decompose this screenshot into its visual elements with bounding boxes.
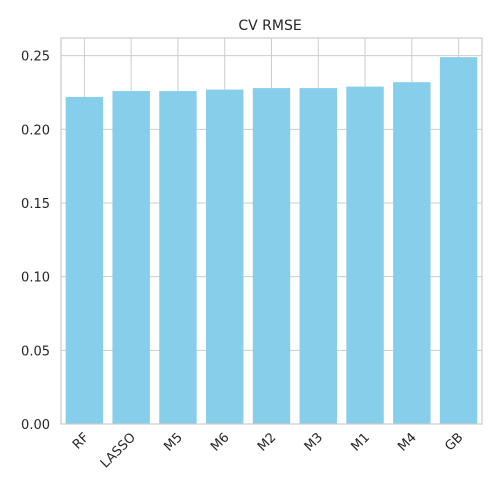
bars — [65, 57, 478, 425]
y-tick-label: 0.15 — [21, 197, 50, 212]
bar-m5 — [159, 91, 197, 424]
bar-m3 — [299, 88, 337, 424]
y-tick-label: 0.00 — [21, 418, 50, 433]
y-tick-label: 0.25 — [21, 50, 50, 65]
chart-title: CV RMSE — [238, 18, 301, 34]
y-tick-label: 0.10 — [21, 271, 50, 286]
y-tick-label: 0.20 — [21, 123, 50, 138]
bar-gb — [439, 57, 478, 424]
bar-m2 — [252, 88, 291, 424]
y-tick-labels: 0.00 0.05 0.10 0.15 0.20 0.25 — [21, 50, 50, 433]
bar-rf — [65, 96, 104, 424]
bar-m1 — [346, 86, 384, 425]
bar-m4 — [393, 82, 431, 424]
plot-frame — [60, 37, 483, 425]
bar-lasso — [112, 91, 150, 424]
y-tick-label: 0.05 — [21, 344, 50, 359]
bar-m6 — [206, 89, 244, 425]
